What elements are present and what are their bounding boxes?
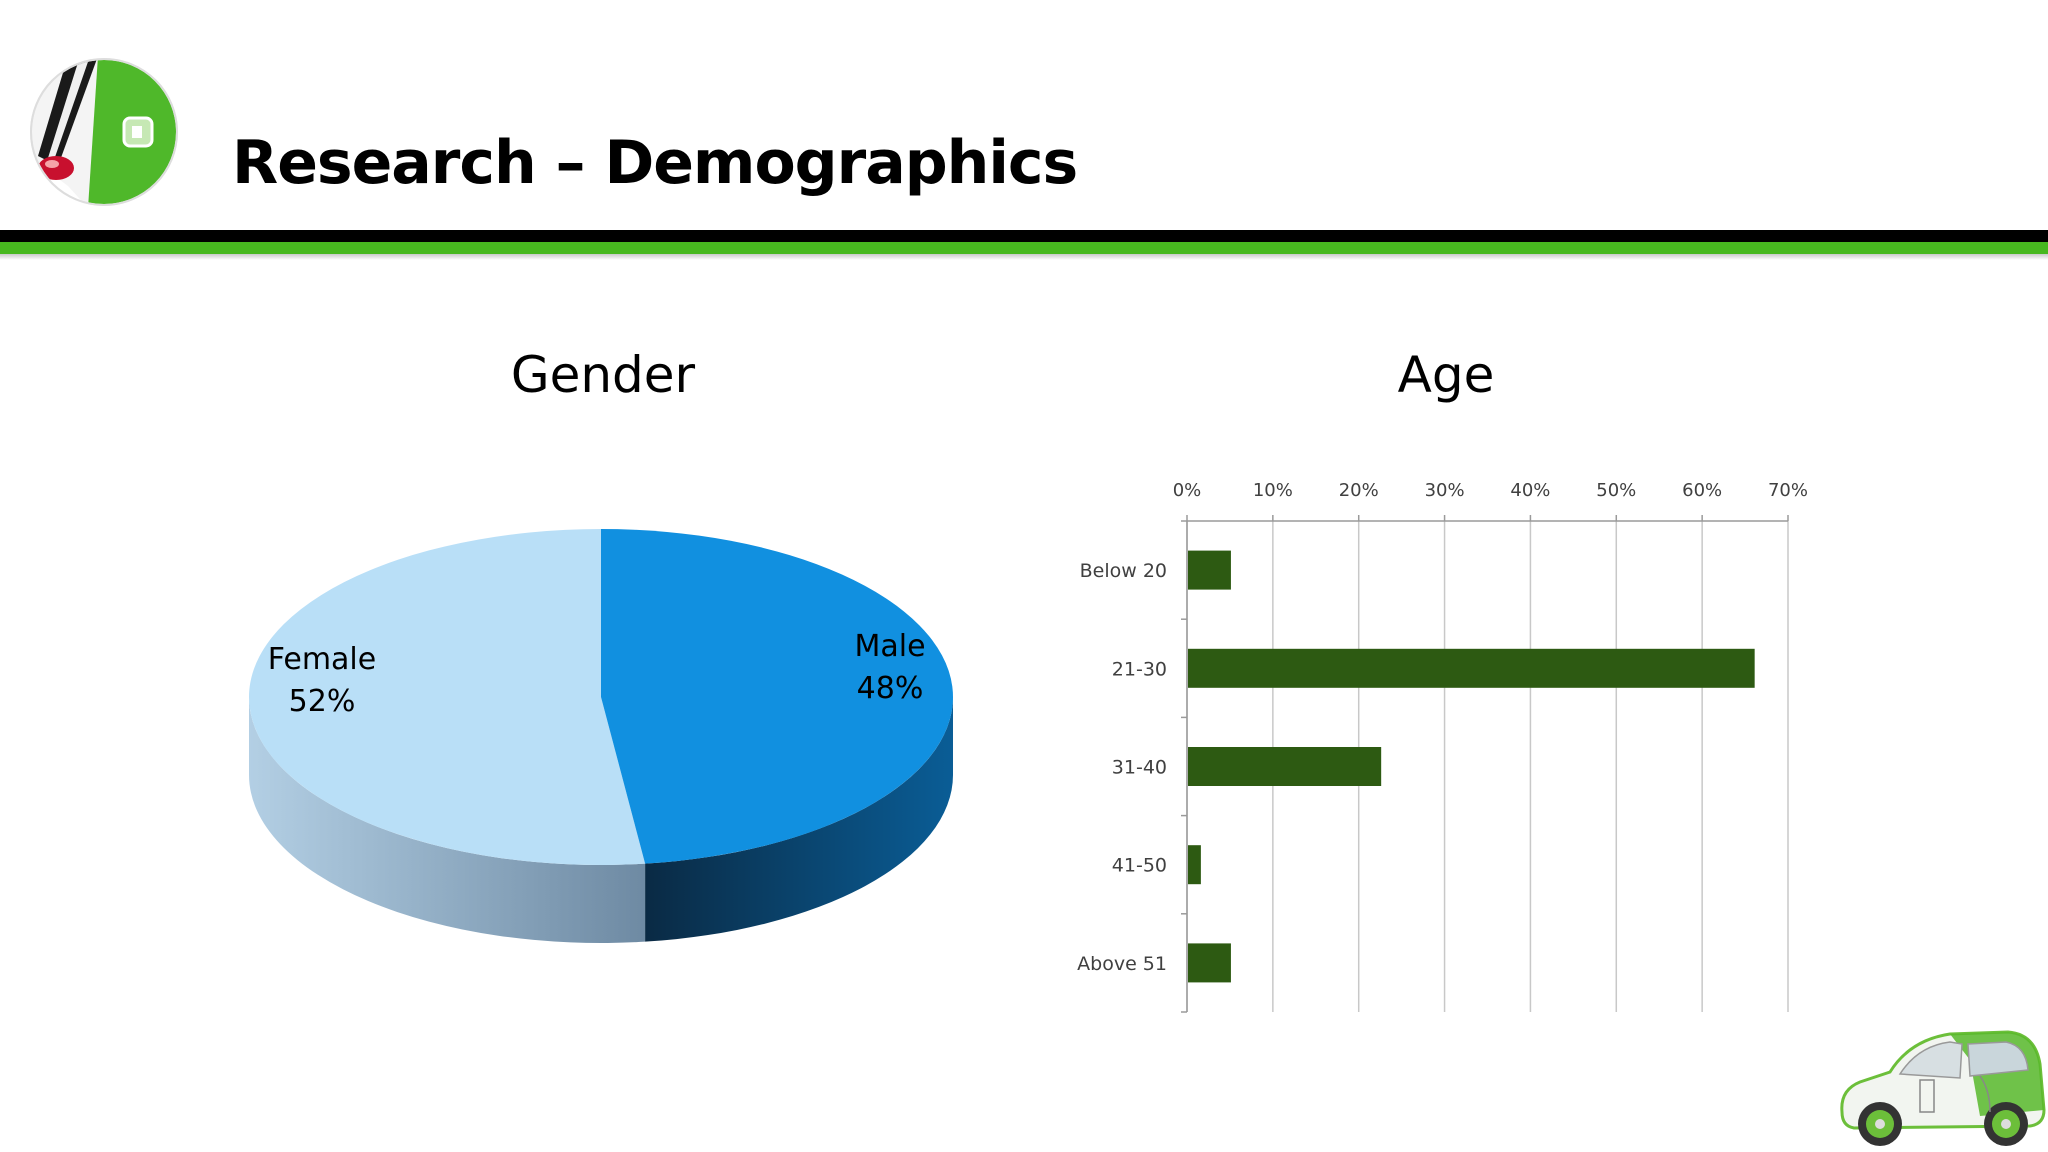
pie-label-male-name: Male: [854, 629, 925, 664]
age-chart-title: Age: [1397, 346, 1495, 404]
pie-slice-male: [601, 529, 954, 864]
electric-car-illustration-icon: [1840, 1030, 2046, 1146]
gender-pie-chart: Female 52% Male 48%: [249, 529, 954, 944]
pie-slice-female: [249, 529, 646, 865]
x-tick-label: 0%: [1173, 480, 1202, 501]
category-label: Below 20: [1080, 560, 1167, 582]
pie-label-female-name: Female: [268, 642, 376, 677]
category-label: 31-40: [1112, 757, 1167, 779]
x-tick-label: 50%: [1596, 480, 1636, 501]
x-tick-label: 30%: [1425, 480, 1465, 501]
pie-label-female-value: 52%: [289, 684, 356, 719]
bar-above-51: [1188, 943, 1231, 983]
category-label: 21-30: [1112, 658, 1167, 680]
header-rule-green: [0, 242, 2048, 254]
pie-side-male: [645, 697, 954, 942]
header-rule-shadow: [0, 254, 2048, 260]
bar-31-40: [1188, 747, 1382, 786]
category-label: Above 51: [1077, 953, 1167, 975]
x-tick-label: 20%: [1339, 480, 1379, 501]
pie-label-male-value: 48%: [857, 671, 924, 706]
x-tick-label: 10%: [1253, 480, 1293, 501]
bar-21-30: [1188, 648, 1755, 688]
header-rule-black: [0, 230, 2048, 242]
category-label: 41-50: [1112, 855, 1167, 877]
slide-title: Research – Demographics: [232, 128, 1078, 198]
x-tick-label: 60%: [1682, 480, 1722, 501]
bar-41-50: [1188, 845, 1201, 885]
gender-chart-title: Gender: [510, 346, 696, 404]
x-tick-label: 70%: [1768, 480, 1808, 501]
x-tick-label: 40%: [1510, 480, 1550, 501]
pie-side-female: [249, 697, 646, 944]
bar-below-20: [1188, 550, 1231, 590]
ev-plug-logo-icon: [30, 58, 178, 206]
